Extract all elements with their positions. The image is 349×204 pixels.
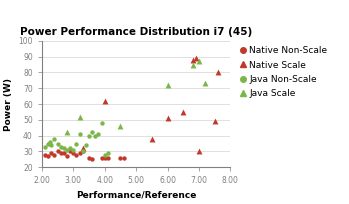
Point <box>89 131 95 134</box>
Point <box>74 153 79 156</box>
X-axis label: Performance/Reference: Performance/Reference <box>76 191 196 200</box>
Point <box>83 144 89 147</box>
Point <box>52 137 57 140</box>
Point <box>58 145 64 148</box>
Point <box>70 148 76 152</box>
Point <box>89 158 95 161</box>
Point <box>86 156 92 160</box>
Point <box>212 120 217 123</box>
Point <box>190 58 195 61</box>
Point <box>64 155 70 158</box>
Point <box>196 60 202 63</box>
Point <box>64 131 70 134</box>
Point <box>102 156 107 160</box>
Point <box>180 110 186 114</box>
Point <box>86 134 92 137</box>
Point <box>58 151 64 155</box>
Point <box>47 140 52 144</box>
Point <box>45 142 51 145</box>
Point <box>64 148 70 152</box>
Point <box>80 150 86 153</box>
Point <box>215 71 221 74</box>
Point <box>77 151 82 155</box>
Point <box>196 150 202 153</box>
Point <box>55 142 60 145</box>
Point <box>45 155 51 158</box>
Y-axis label: Power (W): Power (W) <box>4 78 13 131</box>
Point <box>42 153 48 156</box>
Point <box>165 117 170 120</box>
Point <box>80 147 86 150</box>
Point <box>49 151 54 155</box>
Point <box>202 82 208 85</box>
Point <box>77 132 82 136</box>
Point <box>80 150 86 153</box>
Point <box>52 153 57 156</box>
Point <box>102 99 107 102</box>
Legend: Native Non-Scale, Native Scale, Java Non-Scale, Java Scale: Native Non-Scale, Native Scale, Java Non… <box>239 45 328 99</box>
Point <box>165 83 170 87</box>
Point <box>42 145 48 148</box>
Point <box>61 147 67 150</box>
Point <box>102 153 107 156</box>
Point <box>67 147 73 150</box>
Point <box>67 150 73 153</box>
Point <box>61 151 67 155</box>
Point <box>70 151 76 155</box>
Point <box>105 151 111 155</box>
Point <box>105 156 111 160</box>
Point <box>77 115 82 118</box>
Point <box>96 132 101 136</box>
Point <box>190 63 195 66</box>
Point <box>99 121 104 125</box>
Point <box>99 156 104 160</box>
Point <box>49 144 54 147</box>
Point <box>55 150 60 153</box>
Point <box>74 142 79 145</box>
Title: Power Performance Distribution i7 (45): Power Performance Distribution i7 (45) <box>20 27 252 37</box>
Point <box>121 156 126 160</box>
Point <box>92 134 98 137</box>
Point <box>193 57 199 60</box>
Point <box>149 137 155 140</box>
Point <box>118 156 123 160</box>
Point <box>118 124 123 128</box>
